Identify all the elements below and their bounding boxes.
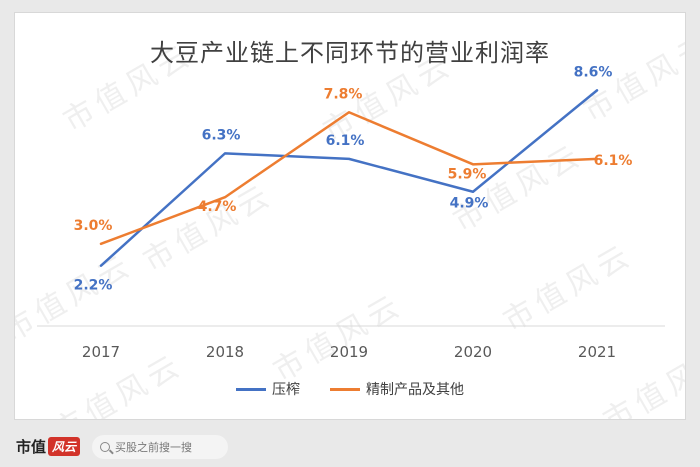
data-label: 4.7%: [198, 199, 237, 215]
series-line-1: [99, 111, 599, 246]
data-label: 6.1%: [594, 153, 633, 169]
chart-legend: 压榨 精制产品及其他: [15, 379, 685, 399]
x-tick-label: 2020: [454, 343, 492, 361]
legend-item-crushing: 压榨: [236, 379, 300, 399]
legend-label-crushing: 压榨: [272, 382, 300, 398]
series-line-0: [99, 89, 599, 267]
brand-text: 市值: [16, 438, 47, 456]
legend-label-refined: 精制产品及其他: [366, 382, 464, 398]
search-placeholder: 买股之前搜一搜: [115, 440, 193, 454]
x-tick-label: 2018: [206, 343, 244, 361]
brand-mark: 风云: [48, 437, 81, 456]
data-label: 5.9%: [448, 166, 487, 182]
data-label: 4.9%: [450, 196, 489, 212]
chart-card: 市值风云 市值风云 市值风云 市值风云 市值风云 市值风云 市值风云 市值风云 …: [14, 12, 686, 420]
legend-swatch-refined: [330, 387, 360, 391]
x-tick-label: 2021: [578, 343, 616, 361]
data-label: 7.8%: [324, 86, 363, 102]
legend-item-refined: 精制产品及其他: [330, 379, 464, 399]
data-label: 2.2%: [74, 278, 113, 294]
brand-logo: 市值 风云: [16, 436, 81, 457]
legend-swatch-crushing: [236, 387, 266, 391]
search-box[interactable]: 买股之前搜一搜: [92, 434, 229, 459]
x-tick-label: 2019: [330, 343, 368, 361]
data-label: 8.6%: [574, 64, 613, 80]
data-label: 6.1%: [326, 133, 365, 149]
data-label: 6.3%: [202, 127, 241, 143]
data-label: 3.0%: [74, 218, 113, 234]
search-icon: [100, 441, 111, 452]
chart-title: 大豆产业链上不同环节的营业利润率: [150, 39, 550, 67]
line-chart: 2017 2018 2019 2020 2021 2.2% 6.3% 6.1% 4.9% 8.6…: [37, 64, 665, 361]
x-tick-label: 2017: [82, 343, 120, 361]
footer-bar: 市值 风云 买股之前搜一搜: [0, 426, 700, 467]
